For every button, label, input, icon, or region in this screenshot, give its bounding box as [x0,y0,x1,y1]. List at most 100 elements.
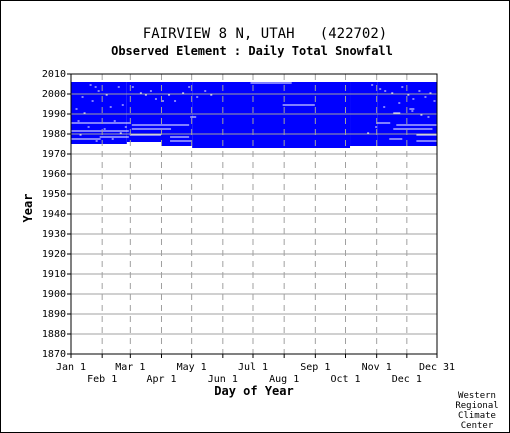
missing-segment [71,138,101,140]
y-tick-label: 1900 [42,289,66,300]
missing-segment [416,134,438,136]
missing-dot [87,126,90,128]
missing-segment [393,112,401,114]
y-tick-label: 2010 [42,69,66,80]
missing-segment [282,104,315,106]
missing-dot [97,90,100,92]
missing-dot [113,120,116,122]
tick-layer: 1870 1880 1890 1900 1910 1920 1930 1940 1950 1960… [42,69,455,385]
missing-dot [182,92,185,94]
x-tick-label: Oct 1 [330,374,360,385]
y-tick-label: 1970 [42,149,66,160]
missing-segment [396,124,438,126]
missing-dot [188,86,191,88]
missing-dot [144,94,147,96]
missing-dot [411,110,414,112]
missing-dot [109,106,112,108]
data-layer [70,82,438,148]
x-axis-title: Day of Year [214,384,293,398]
missing-dot [117,86,120,88]
missing-segment [131,124,190,126]
missing-dot [75,108,78,110]
missing-segment [129,134,161,136]
y-tick-label: 1920 [42,249,66,260]
y-axis-title: Year [21,194,35,223]
missing-segment [250,82,292,84]
x-tick-label: Feb 1 [87,374,117,385]
y-tick-label: 1990 [42,109,66,120]
missing-dot [91,100,94,102]
missing-dot [401,86,404,88]
missing-dot [412,98,415,100]
observed-block [192,82,351,148]
missing-dot [81,96,84,98]
missing-dot [103,128,106,130]
missing-segment [131,128,172,130]
missing-dot [429,92,432,94]
missing-dot [124,126,127,128]
missing-dot [424,96,427,98]
observed-block [126,82,162,142]
missing-dot [367,132,370,134]
missing-dot [174,100,177,102]
missing-segment [170,140,192,142]
missing-dot [418,90,421,92]
y-tick-label: 1890 [42,309,66,320]
x-tick-label: Dec 31 [419,362,455,373]
x-tick-label: Jan 1 [56,362,86,373]
missing-dot [105,94,108,96]
missing-segment [409,108,415,110]
y-tick-label: 1870 [42,349,66,360]
missing-segment [71,130,129,132]
missing-dot [371,84,374,86]
missing-dot [121,104,124,106]
chart-title: FAIRVIEW 8 N, UTAH (422702) [143,26,387,42]
y-tick-label: 1910 [42,269,66,280]
y-tick-label: 1930 [42,229,66,240]
credit-block: Western Regional Climate Center [455,391,498,431]
missing-dot [375,126,378,128]
missing-segment [393,128,433,130]
missing-segment [170,136,190,138]
x-tick-label: Mar 1 [115,362,145,373]
missing-dot [379,88,382,90]
y-tick-label: 1940 [42,209,66,220]
missing-segment [376,122,391,124]
credit-line-4: Center [461,421,494,431]
x-tick-label: May 1 [177,362,207,373]
credit-line-3: Climate [458,411,496,421]
missing-dot [83,112,86,114]
y-tick-label: 1950 [42,189,66,200]
missing-segment [71,122,131,124]
x-tick-label: Jul 1 [238,362,268,373]
missing-dot [77,120,80,122]
missing-dot [79,134,82,136]
y-tick-label: 1960 [42,169,66,180]
missing-dot [427,116,430,118]
missing-dot [111,138,114,140]
missing-dot [161,100,164,102]
x-tick-label: Sep 1 [300,362,330,373]
x-tick-label: Aug 1 [269,374,299,385]
x-tick-label: Dec 1 [392,374,422,385]
missing-dot [204,90,207,92]
credit-line-1: Western [458,391,496,401]
x-tick-label: Jun 1 [208,374,238,385]
y-tick-label: 2000 [42,89,66,100]
missing-dot [119,132,122,134]
missing-segment [389,138,403,140]
missing-dot [94,86,97,88]
missing-dot [168,94,171,96]
missing-dot [196,96,199,98]
missing-dot [95,140,98,142]
y-tick-label: 1880 [42,329,66,340]
missing-dot [384,90,387,92]
missing-dot [383,106,386,108]
missing-dot [149,90,152,92]
credit-line-2: Regional [455,401,498,411]
missing-dot [407,94,410,96]
missing-dot [398,102,401,104]
y-tick-label: 1980 [42,129,66,140]
missing-segment [99,136,129,138]
